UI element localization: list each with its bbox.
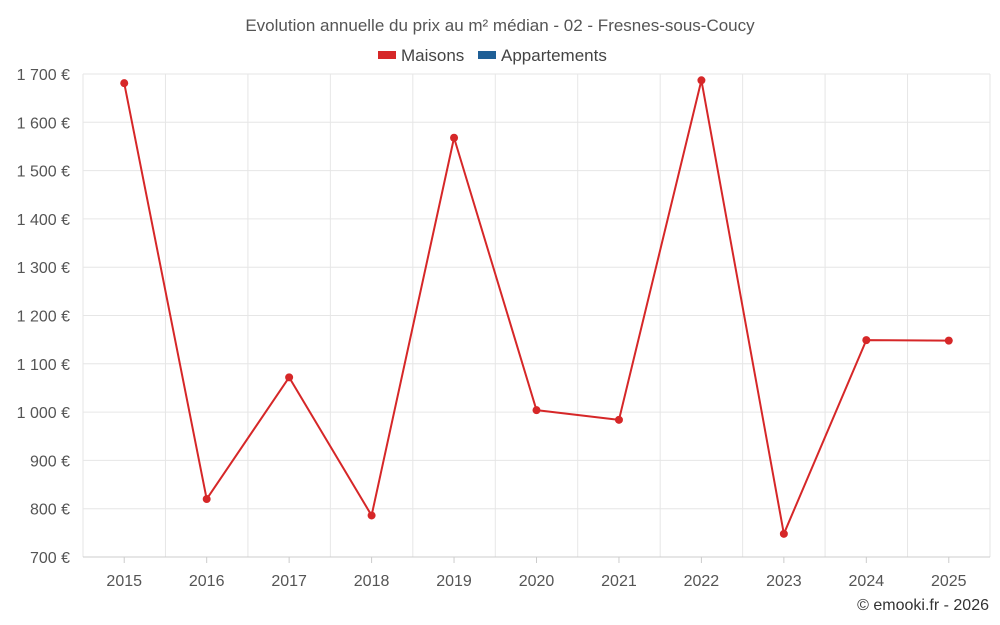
data-point[interactable] — [450, 133, 459, 142]
x-tick-label: 2017 — [271, 573, 307, 590]
legend-label: Maisons — [401, 46, 464, 65]
legend-item-1[interactable]: Appartements — [478, 46, 607, 65]
x-tick-label: 2023 — [766, 573, 802, 590]
data-point[interactable] — [614, 415, 623, 424]
x-tick-label: 2021 — [601, 573, 637, 590]
x-tick-label: 2019 — [436, 573, 472, 590]
y-tick-label: 1 300 € — [17, 260, 70, 277]
y-tick-label: 1 000 € — [17, 405, 70, 422]
data-point[interactable] — [367, 511, 376, 520]
y-tick-label: 1 600 € — [17, 115, 70, 132]
legend-item-0[interactable]: Maisons — [378, 46, 464, 65]
data-point[interactable] — [202, 495, 211, 504]
axes: 700 € 800 € 900 € 1 000 € 1 100 € 1 200 € 1 30… — [17, 67, 990, 590]
legend-swatch — [378, 51, 396, 59]
y-tick-label: 1 500 € — [17, 164, 70, 181]
y-tick-label: 1 100 € — [17, 357, 70, 374]
y-tick-label: 700 € — [30, 550, 70, 567]
y-tick-label: 1 200 € — [17, 309, 70, 326]
x-tick-label: 2022 — [684, 573, 720, 590]
legend-swatch — [478, 51, 496, 59]
x-tick-label: 2015 — [106, 573, 142, 590]
x-tick-label: 2018 — [354, 573, 390, 590]
plot-area — [120, 76, 953, 538]
y-tick-label: 1 400 € — [17, 212, 70, 229]
x-tick-label: 2016 — [189, 573, 225, 590]
data-point[interactable] — [120, 79, 129, 88]
y-tick-label: 800 € — [30, 502, 70, 519]
data-point[interactable] — [862, 336, 871, 345]
chart-title: Evolution annuelle du prix au m² médian … — [245, 16, 755, 35]
y-tick-label: 1 700 € — [17, 67, 70, 84]
x-tick-label: 2020 — [519, 573, 555, 590]
data-point[interactable] — [697, 76, 706, 85]
data-point[interactable] — [779, 529, 788, 538]
data-point[interactable] — [532, 406, 541, 415]
grid — [82, 73, 991, 558]
legend[interactable]: Maisons Appartements — [378, 46, 607, 65]
x-tick-label: 2025 — [931, 573, 967, 590]
y-tick-label: 900 € — [30, 453, 70, 470]
data-point[interactable] — [944, 336, 953, 345]
x-tick-label: 2024 — [849, 573, 885, 590]
legend-label: Appartements — [501, 46, 607, 65]
credit-text: © emooki.fr - 2026 — [857, 597, 989, 614]
data-point[interactable] — [285, 373, 294, 382]
